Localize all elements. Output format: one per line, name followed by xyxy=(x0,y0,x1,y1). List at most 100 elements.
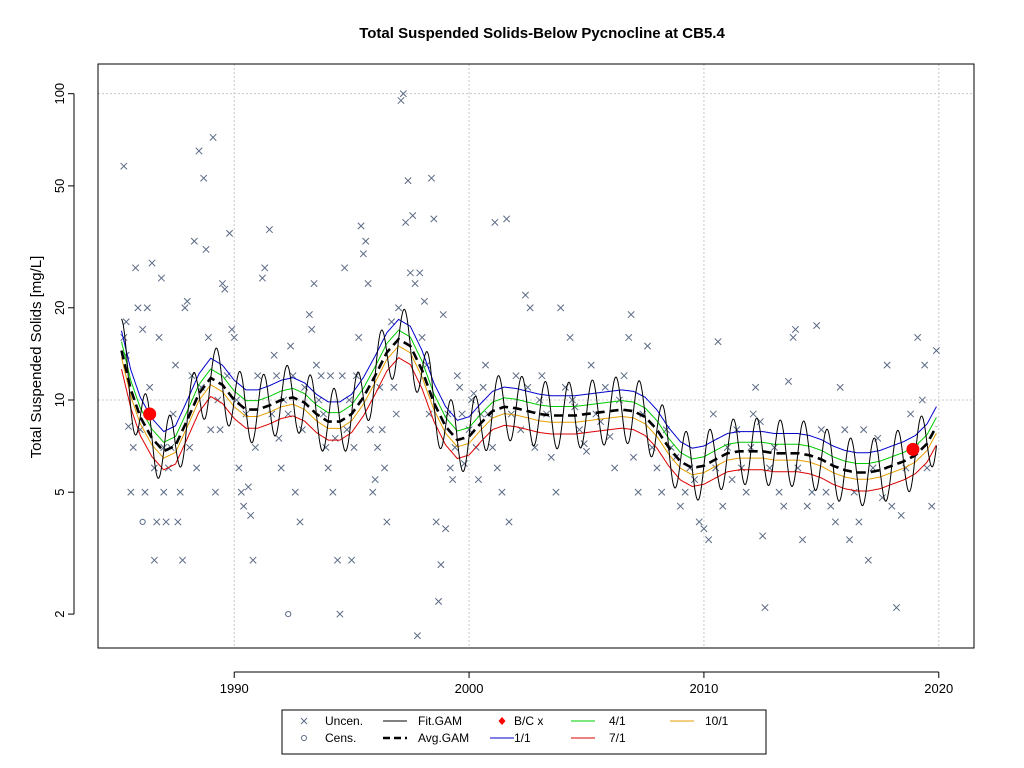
uncensored-point xyxy=(287,342,295,350)
uncensored-point xyxy=(171,361,180,369)
uncensored-point xyxy=(488,443,497,451)
bc-x-marker xyxy=(143,407,157,421)
fit-gam-line xyxy=(121,308,937,507)
uncensored-point xyxy=(411,279,419,288)
uncensored-point xyxy=(914,333,922,342)
uncensored-point xyxy=(392,410,400,418)
uncensored-point xyxy=(127,488,135,496)
legend: Uncen. Cens. Fit.GAM Avg.GAM B/C x 1/1 4/1 7/1 1… xyxy=(281,709,767,755)
uncensored-point xyxy=(343,426,351,434)
uncensored-point xyxy=(388,318,396,326)
legend-label-uncen: Uncen. xyxy=(325,714,363,728)
uncensored-point xyxy=(240,502,248,510)
uncensored-point xyxy=(512,372,520,380)
uncensored-point xyxy=(453,372,461,380)
uncensored-point xyxy=(789,333,797,342)
uncensored-point xyxy=(808,488,816,496)
uncensored-point xyxy=(409,212,417,220)
y-tick-label: 100 xyxy=(52,83,67,105)
uncensored-point xyxy=(174,518,182,526)
uncensored-point xyxy=(336,610,344,618)
y-tick-label: 20 xyxy=(52,301,67,315)
uncensored-point xyxy=(383,518,391,526)
uncensored-point xyxy=(216,426,224,434)
uncensored-point xyxy=(258,274,266,282)
uncensored-point xyxy=(296,518,304,526)
uncensored-point xyxy=(791,325,800,333)
uncensored-point xyxy=(923,464,931,472)
uncensored-point xyxy=(364,279,372,288)
uncensored-point xyxy=(291,488,299,496)
uncensored-point xyxy=(892,604,901,612)
uncensored-point xyxy=(380,464,389,472)
uncensored-point xyxy=(326,372,335,380)
uncensored-point xyxy=(437,561,445,569)
uncensored-point xyxy=(427,174,436,182)
uncensored-point xyxy=(338,372,346,380)
uncensored-point xyxy=(141,488,149,496)
bc-x-marker xyxy=(906,442,920,456)
uncensored-point xyxy=(653,464,661,472)
uncensored-point xyxy=(611,464,619,472)
uncensored-point xyxy=(120,162,128,170)
uncensored-point xyxy=(432,518,440,526)
uncensored-point xyxy=(676,502,684,510)
uncensored-point xyxy=(627,311,635,319)
uncensored-point xyxy=(526,304,534,312)
uncensored-point xyxy=(261,264,269,272)
gam-lines xyxy=(120,308,938,507)
uncensored-point xyxy=(366,426,374,434)
uncensored-point xyxy=(371,475,379,484)
uncensored-point xyxy=(456,383,464,391)
y-tick-label: 2 xyxy=(52,610,67,617)
uncensored-point xyxy=(211,488,219,496)
uncensored-point xyxy=(348,556,356,564)
uncensored-point xyxy=(465,426,473,434)
data-points xyxy=(120,90,940,640)
y-tick-label: 5 xyxy=(52,489,67,496)
uncensored-point xyxy=(277,464,285,472)
uncensored-point xyxy=(712,464,720,472)
legend-symbol-uncen xyxy=(300,717,308,725)
bc-x-markers xyxy=(143,407,920,456)
y-axis-label: Total Suspended Solids [mg/L] xyxy=(28,256,45,459)
uncensored-point xyxy=(582,447,591,455)
uncensored-point xyxy=(176,488,184,496)
uncensored-point xyxy=(143,304,151,312)
uncensored-point xyxy=(742,488,750,496)
uncensored-point xyxy=(397,96,405,105)
uncensored-point xyxy=(254,372,262,380)
uncensored-point xyxy=(888,502,896,510)
uncensored-point xyxy=(202,245,210,254)
uncensored-point xyxy=(813,321,821,330)
uncensored-point xyxy=(228,325,236,333)
uncensored-point xyxy=(822,488,830,496)
uncensored-point xyxy=(759,532,767,540)
grid-lines xyxy=(98,64,974,648)
uncensored-point xyxy=(413,632,421,640)
legend-label-p101: 10/1 xyxy=(705,714,729,728)
uncensored-point xyxy=(418,333,426,342)
uncensored-point xyxy=(620,372,628,380)
uncensored-point xyxy=(150,556,158,564)
uncensored-point xyxy=(442,525,450,533)
avg-gam-line xyxy=(120,337,938,474)
uncensored-point xyxy=(538,372,546,380)
uncensored-point xyxy=(827,502,835,510)
uncensored-point xyxy=(615,396,623,404)
uncensored-point xyxy=(521,291,529,299)
uncensored-point xyxy=(845,536,854,544)
uncensored-point xyxy=(481,361,490,369)
uncensored-point xyxy=(333,556,342,564)
uncensored-point xyxy=(249,556,257,564)
uncensored-point xyxy=(784,377,793,385)
uncensored-point xyxy=(629,453,638,461)
uncensored-point xyxy=(709,410,717,418)
uncensored-point xyxy=(552,488,560,496)
legend-label-p41: 4/1 xyxy=(609,714,626,728)
uncensored-point xyxy=(644,342,652,350)
uncensored-point xyxy=(308,325,316,333)
uncensored-point xyxy=(575,426,584,434)
x-tick-label: 2020 xyxy=(924,681,953,696)
